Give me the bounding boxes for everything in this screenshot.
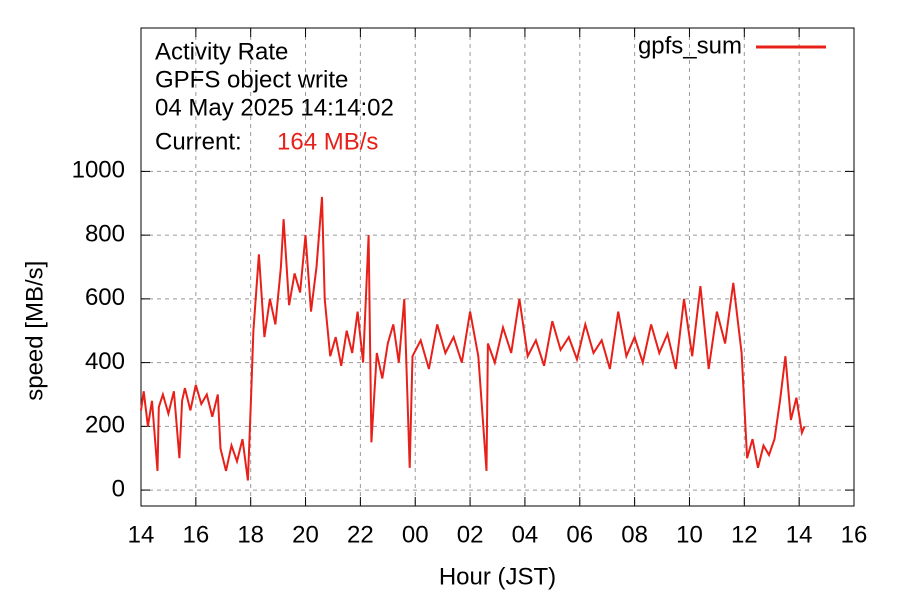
x-tick-label: 02 [457, 521, 484, 548]
timestamp: 04 May 2025 14:14:02 [155, 94, 394, 121]
current-label: Current: [155, 128, 242, 155]
plot-frame [140, 27, 855, 507]
x-axis-label: Hour (JST) [439, 563, 556, 590]
x-tick-label: 20 [292, 521, 319, 548]
x-tick-label: 08 [621, 521, 648, 548]
x-tick-label: 22 [347, 521, 374, 548]
current-value: 164 MB/s [277, 128, 378, 155]
legend-label: gpfs_sum [638, 32, 742, 59]
chart-title: Activity Rate [155, 38, 288, 65]
x-tick-label: 12 [731, 521, 758, 548]
y-tick-label: 600 [85, 284, 125, 311]
x-tick-label: 14 [128, 521, 155, 548]
y-tick-label: 200 [85, 412, 125, 439]
y-axis-label: speed [MB/s] [21, 261, 48, 401]
chart-subtitle: GPFS object write [155, 66, 348, 93]
x-tick-label: 16 [841, 521, 868, 548]
y-tick-label: 1000 [72, 157, 125, 184]
y-tick-label: 800 [85, 220, 125, 247]
x-tick-label: 14 [786, 521, 813, 548]
x-tick-label: 06 [566, 521, 593, 548]
x-tick-label: 18 [237, 521, 264, 548]
y-tick-label: 0 [112, 475, 125, 502]
data-line [140, 196, 806, 481]
x-tick-label: 10 [676, 521, 703, 548]
x-tick-label: 16 [182, 521, 209, 548]
y-tick-label: 400 [85, 348, 125, 375]
x-tick-label: 04 [512, 521, 539, 548]
x-tick-label: 00 [402, 521, 429, 548]
